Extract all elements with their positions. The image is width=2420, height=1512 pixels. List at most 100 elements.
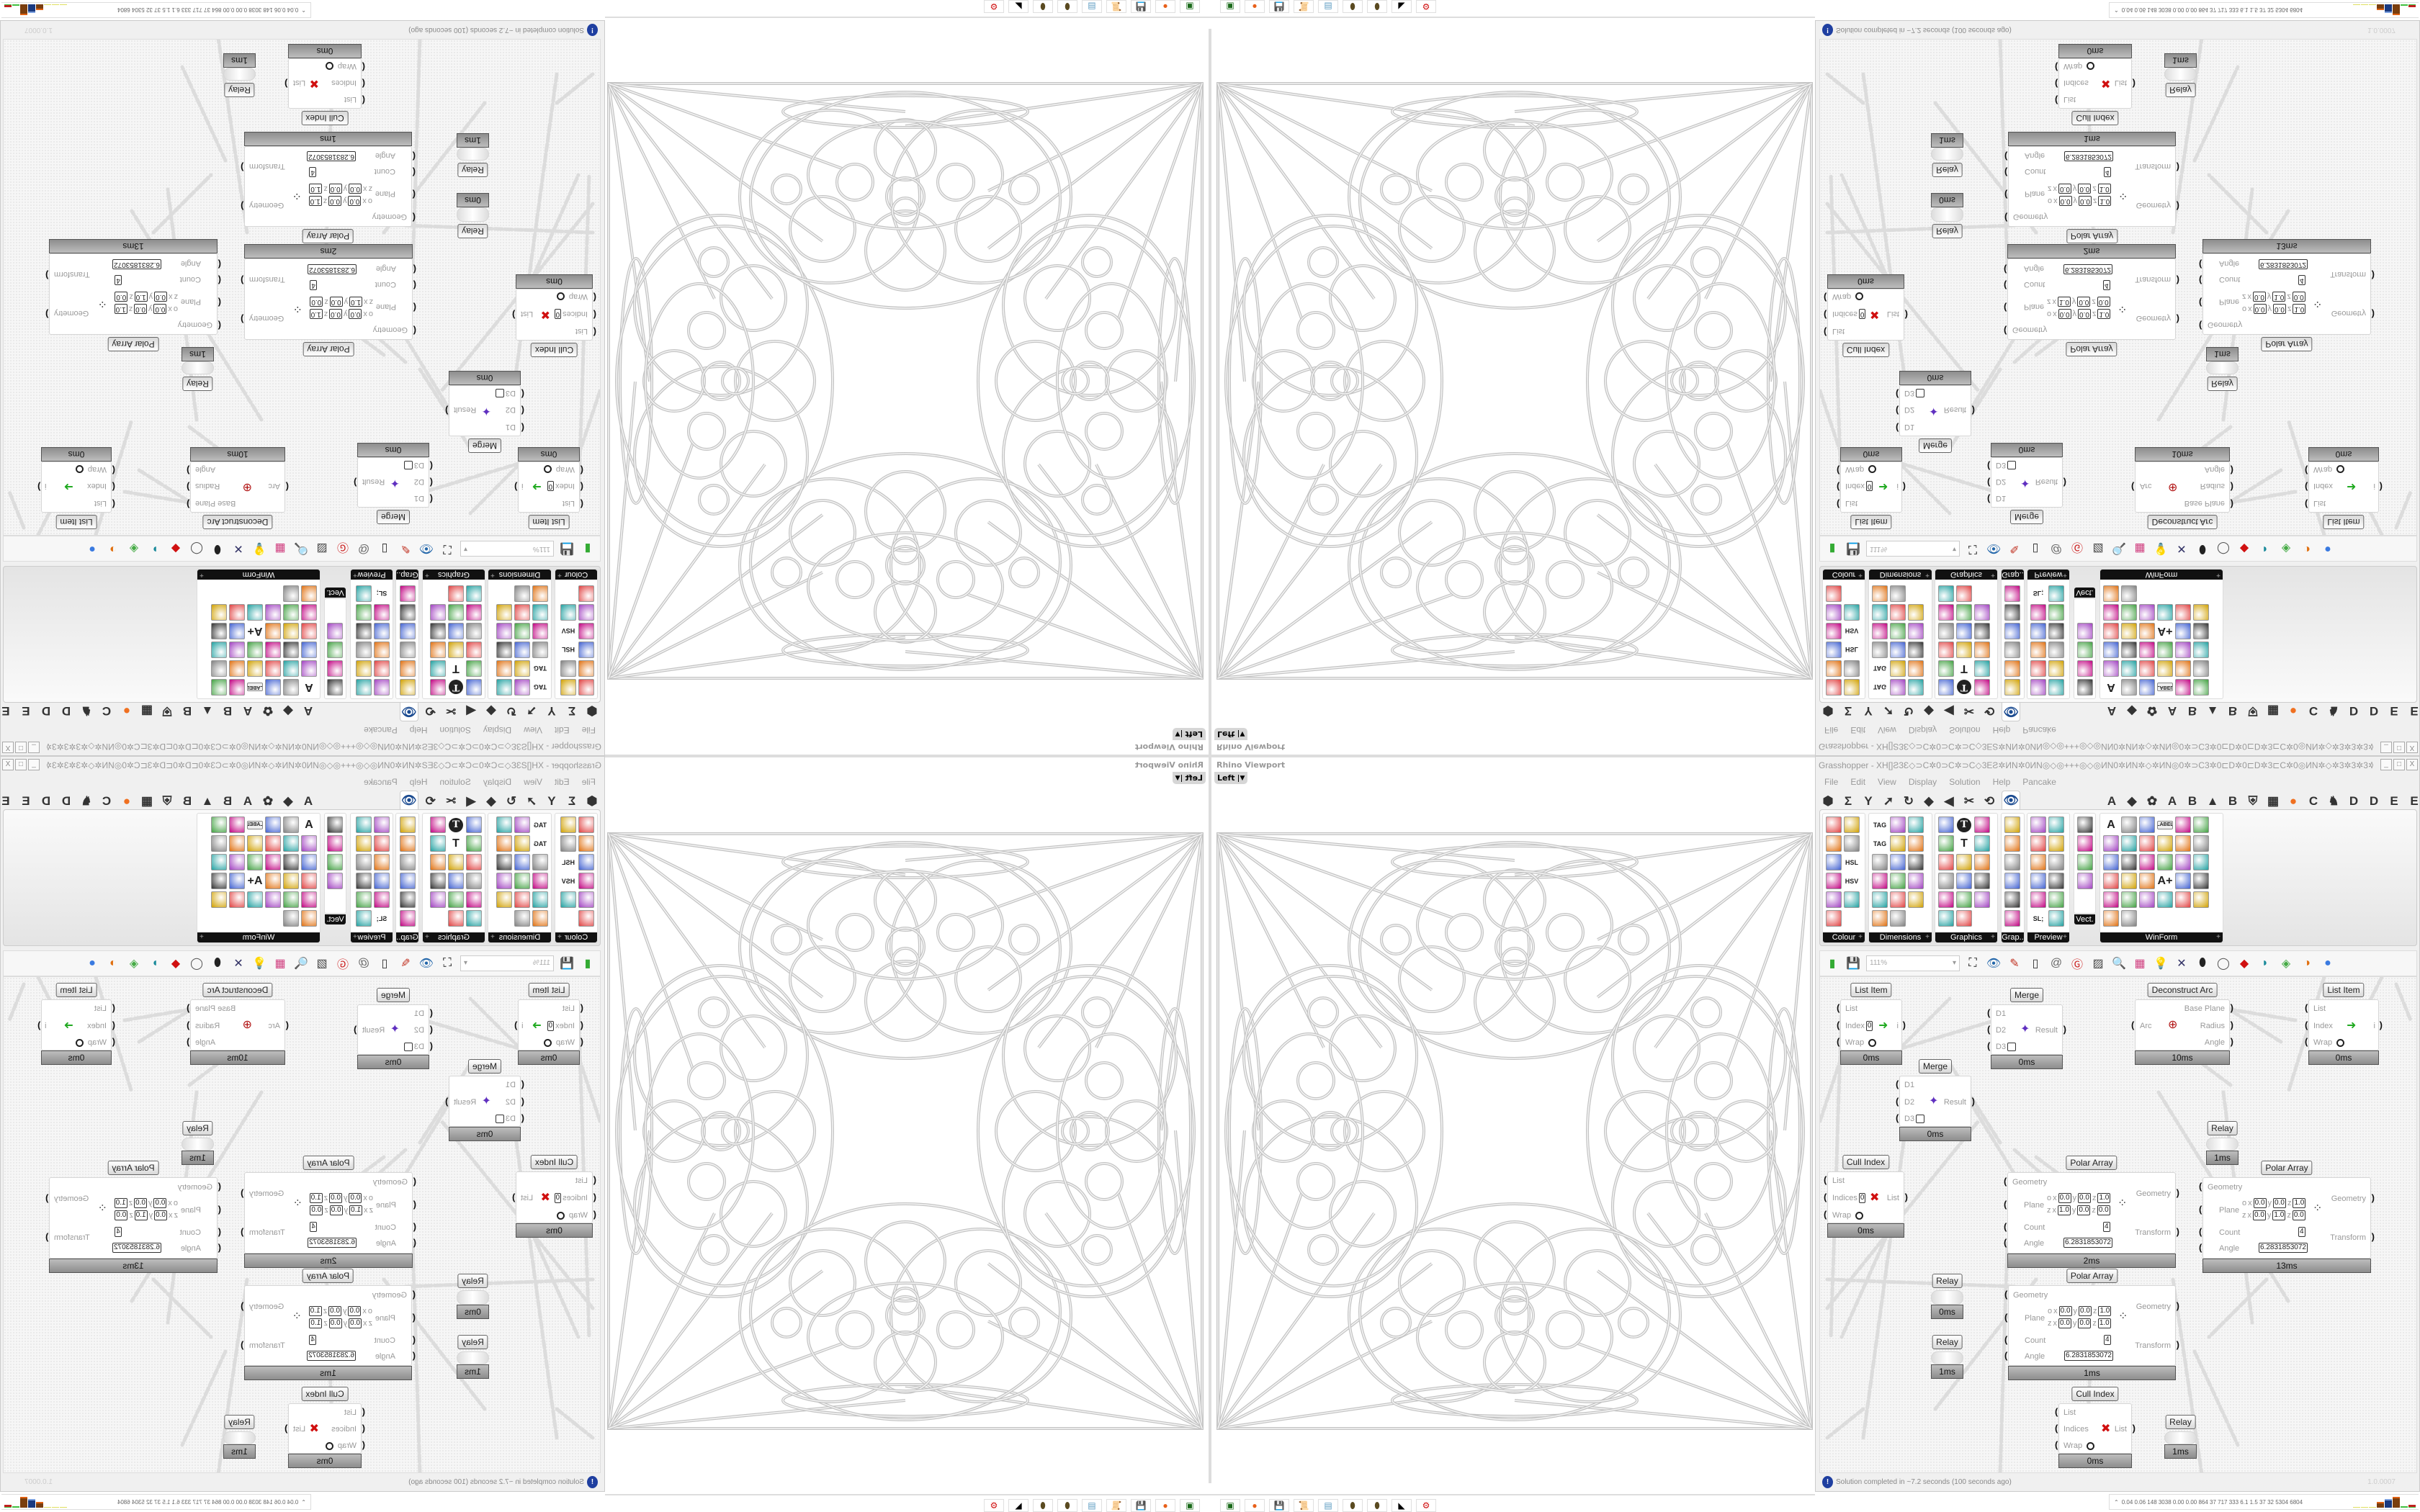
- input-value[interactable]: 4: [310, 280, 317, 290]
- bulb-icon[interactable]: 💡: [2154, 542, 2168, 554]
- output-angle[interactable]: Angle: [2205, 464, 2225, 474]
- input-grip[interactable]: (: [1987, 477, 1991, 488]
- component-body[interactable]: (D1(D2(D3) Result ✦: [1987, 457, 2066, 508]
- plugin-icon[interactable]: ▯: [2032, 542, 2039, 554]
- empty-input-box[interactable]: [403, 1043, 413, 1052]
- input-grip[interactable]: (: [2004, 1312, 2008, 1323]
- red-gem-icon[interactable]: ◆: [171, 542, 181, 554]
- layers-icon[interactable]: [2004, 604, 2020, 621]
- output-grip[interactable]: ): [241, 1339, 244, 1350]
- viewport-geometry[interactable]: [1216, 832, 1814, 1431]
- palette-group-label[interactable]: Preview +: [2027, 932, 2069, 942]
- input-d3[interactable]: D3: [495, 388, 516, 398]
- zoom-extents-icon[interactable]: ⛶: [1968, 957, 1977, 969]
- progress-icon[interactable]: [211, 604, 227, 621]
- input-angle[interactable]: Angle: [2219, 258, 2239, 269]
- component-tab-20[interactable]: C: [102, 704, 112, 718]
- pie-form-icon[interactable]: [229, 660, 245, 677]
- leader-icon[interactable]: [1908, 891, 1924, 908]
- ring-icon[interactable]: ◯: [190, 542, 203, 554]
- sketch-icon[interactable]: ✎: [400, 958, 411, 970]
- component-body[interactable]: [457, 148, 489, 161]
- input-grip[interactable]: (: [1824, 327, 1827, 338]
- wrap-toggle[interactable]: [2087, 1441, 2095, 1450]
- output-transform[interactable]: Transform: [249, 274, 285, 284]
- terminal-icon[interactable]: ▣: [1180, 0, 1200, 13]
- input-grip[interactable]: (: [362, 1439, 365, 1451]
- teal-icon[interactable]: ◗: [2262, 543, 2269, 555]
- menu-display[interactable]: Display: [483, 777, 512, 787]
- zoom-level-select[interactable]: 111%: [1866, 955, 1960, 971]
- plane-values[interactable]: o x 0.0 y 0.0 z 1.0 z x 0.0 y 1.0 z 0.0: [114, 292, 178, 314]
- output-result[interactable]: Result: [454, 405, 476, 415]
- component-body[interactable]: (Geometry(Plane o x 0.0 y 0.0 z 1.0 z x 0.0 y 1.0 z 0.…: [45, 1177, 221, 1259]
- input-value[interactable]: 4: [115, 275, 122, 285]
- rgb-cube-icon[interactable]: [578, 835, 594, 852]
- blue-ball-icon[interactable]: ●: [89, 543, 96, 555]
- camera-icon[interactable]: [356, 679, 372, 696]
- blobs-icon[interactable]: [374, 642, 390, 658]
- input-grip[interactable]: (: [413, 325, 416, 336]
- ordinate-icon[interactable]: [496, 835, 512, 852]
- grip-icon[interactable]: ⬮: [213, 957, 222, 969]
- warning-dim-icon[interactable]: [1890, 585, 1906, 602]
- maximize-button[interactable]: □: [2393, 742, 2405, 753]
- input-grip[interactable]: (: [362, 95, 365, 107]
- image-icon[interactable]: ▨: [2092, 958, 2104, 970]
- palette-group-label[interactable]: Vect.: [2074, 914, 2095, 924]
- tag-icon[interactable]: TAG: [1873, 840, 1887, 847]
- input-geometry[interactable]: Geometry: [372, 1290, 407, 1300]
- input-grip[interactable]: (: [429, 1007, 433, 1018]
- component-body[interactable]: (Arc) Base Plane) Radius) Angle ⊕: [187, 999, 289, 1050]
- input-d1[interactable]: D1: [414, 493, 424, 503]
- line-chart-icon[interactable]: [400, 623, 416, 639]
- camera-icon[interactable]: [356, 816, 372, 833]
- sort-icon[interactable]: [2077, 816, 2093, 833]
- input-count[interactable]: Count: [2219, 274, 2240, 284]
- input-grip[interactable]: (: [1896, 423, 1899, 434]
- input-grip[interactable]: (: [2199, 320, 2202, 331]
- package-icon[interactable]: [283, 873, 299, 889]
- output-base-plane[interactable]: Base Plane: [2184, 1004, 2225, 1014]
- empty-input-box[interactable]: [1916, 1115, 1925, 1124]
- expand-icon[interactable]: +: [1991, 571, 1995, 579]
- gha-icon[interactable]: Ⓖ: [2071, 959, 2083, 971]
- component-tab-3[interactable]: ➚: [526, 794, 537, 808]
- plane-values[interactable]: o x 0.0 y 0.0 z 1.0 z x 0.0 y 0.0 z 1.0: [2048, 184, 2112, 206]
- component-tab-5[interactable]: ◆: [1924, 794, 1934, 808]
- multi-dim-icon[interactable]: [1890, 642, 1906, 658]
- firefox-icon[interactable]: ●: [1155, 0, 1175, 13]
- warning-dim-icon[interactable]: [514, 910, 530, 927]
- input-value[interactable]: 4: [309, 167, 316, 177]
- input-grip[interactable]: (: [285, 482, 289, 493]
- input-index[interactable]: Index: [2313, 1021, 2333, 1031]
- blur-icon[interactable]: [466, 642, 482, 658]
- input-grip[interactable]: (: [413, 1199, 416, 1210]
- component-tab-25[interactable]: E: [1, 704, 10, 718]
- input-angle[interactable]: Angle: [375, 1351, 395, 1362]
- link-icon[interactable]: [448, 873, 464, 889]
- flask-icon[interactable]: [1974, 873, 1990, 889]
- component-tab-11[interactable]: ◆: [283, 794, 293, 808]
- input-grip[interactable]: (: [1896, 388, 1899, 400]
- hue-triangle-icon[interactable]: [1844, 660, 1860, 677]
- component-body[interactable]: [1931, 148, 1963, 161]
- plane-origin-z[interactable]: 1.0: [2293, 1198, 2306, 1208]
- link-icon[interactable]: [448, 623, 464, 639]
- diag-dim-icon[interactable]: [532, 910, 548, 927]
- input-value[interactable]: 0: [1858, 1193, 1866, 1203]
- component-tab-21[interactable]: ♞: [81, 704, 92, 718]
- menu-view[interactable]: View: [524, 725, 542, 735]
- arrows-red-icon[interactable]: [2077, 642, 2093, 658]
- component-body[interactable]: [457, 1290, 489, 1305]
- minimize-button[interactable]: _: [2380, 759, 2392, 770]
- input-list[interactable]: List: [563, 498, 575, 508]
- arc-dim-icon[interactable]: [532, 604, 548, 621]
- input-grip[interactable]: (: [2004, 1350, 2008, 1361]
- input-grip[interactable]: (: [2004, 1289, 2008, 1300]
- output-list[interactable]: List: [521, 1193, 533, 1203]
- image-icon[interactable]: ▨: [316, 958, 328, 970]
- t-circle-icon[interactable]: T: [1956, 816, 1972, 833]
- output-list[interactable]: List: [293, 78, 305, 88]
- output-grip[interactable]: ): [2063, 1024, 2066, 1035]
